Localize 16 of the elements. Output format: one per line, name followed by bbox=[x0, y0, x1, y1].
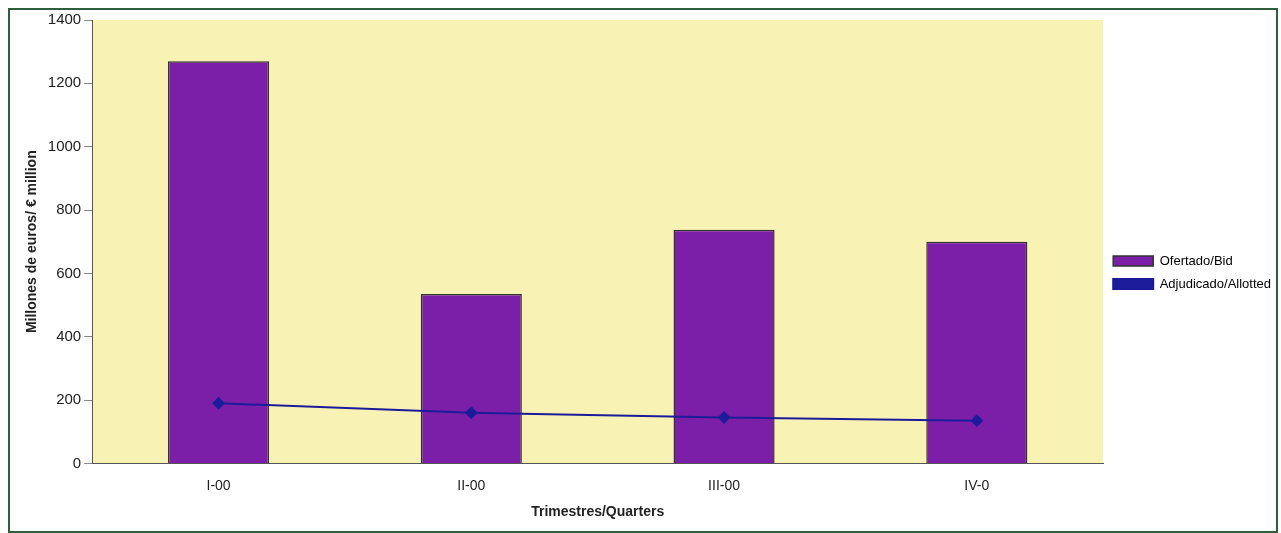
y-tick-label: 1400 bbox=[47, 10, 82, 28]
x-tick-label: II-00 bbox=[457, 476, 486, 493]
y-tick-label: 1000 bbox=[47, 136, 82, 154]
x-tick-label: I-00 bbox=[206, 476, 231, 493]
y-tick-label: 600 bbox=[56, 263, 82, 281]
y-tick-label: 1200 bbox=[47, 73, 82, 91]
y-tick-label: 0 bbox=[72, 453, 82, 471]
y-tick-label: 800 bbox=[56, 200, 82, 218]
y-axis-title: Millones de euros/ € million bbox=[23, 150, 40, 334]
x-tick-label: IV-0 bbox=[964, 476, 990, 493]
y-tick-label: 200 bbox=[56, 390, 82, 408]
legend-label: Ofertado/Bid bbox=[1159, 252, 1233, 268]
y-tick-label: 400 bbox=[56, 326, 82, 344]
legend-label: Adjudicado/Allotted bbox=[1159, 275, 1272, 291]
x-axis-title: Trimestres/Quarters bbox=[531, 503, 665, 520]
x-tick-label: III-00 bbox=[708, 476, 741, 493]
